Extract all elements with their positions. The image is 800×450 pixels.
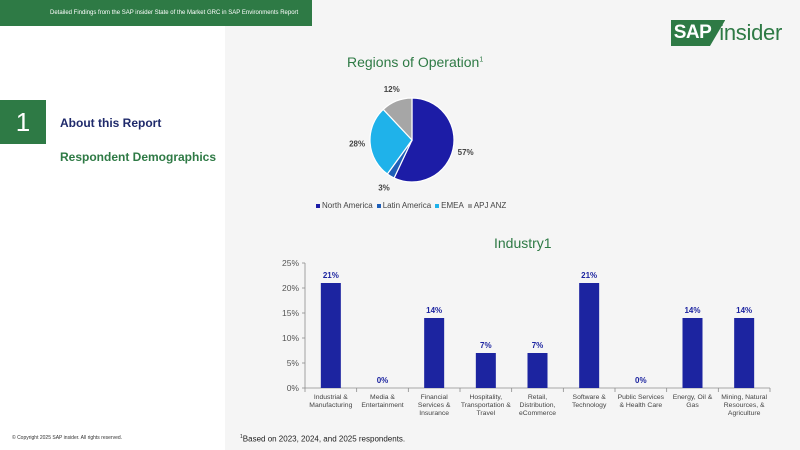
x-category-label: Public Services [618, 394, 665, 401]
legend-label: Latin America [382, 201, 432, 210]
x-category-label: Technology [572, 402, 607, 409]
y-tick-label: 0% [287, 383, 300, 393]
y-tick-label: 10% [282, 333, 299, 343]
pie-legend: North America Latin America EMEA APJ ANZ [316, 201, 506, 210]
bar [734, 318, 755, 388]
bar [320, 283, 341, 388]
legend-swatch [467, 203, 472, 208]
pie-data-label: 28% [349, 139, 365, 148]
sapinsider-logo: SAP insider [670, 20, 782, 46]
logo-insider-text: insider [719, 20, 782, 45]
bar-value-label: 14% [426, 306, 442, 315]
legend-swatch [316, 203, 320, 208]
legend-swatch [376, 203, 381, 208]
section-subtitle: Respondent Demographics [60, 150, 217, 164]
pie-data-label: 57% [458, 148, 474, 157]
report-header-bar: Detailed Findings from the SAP insider S… [0, 0, 312, 26]
x-category-label: & Health Care [619, 402, 662, 409]
x-category-label: Mining, Natural [721, 394, 767, 401]
x-category-label: Resources, & [724, 402, 765, 409]
x-category-label: Industrial & [314, 394, 348, 401]
x-category-label: Transportation & [461, 402, 511, 409]
footnote: 1Based on 2023, 2024, and 2025 responden… [240, 434, 406, 444]
x-category-label: eCommerce [519, 410, 556, 417]
pie-slice-emea [369, 108, 413, 175]
report-title: Detailed Findings from the SAP insider S… [50, 10, 299, 16]
y-tick-label: 5% [287, 358, 300, 368]
x-category-label: Distribution, [520, 402, 556, 409]
bar-value-label: 21% [581, 271, 597, 280]
legend-item: APJ ANZ [467, 201, 507, 210]
bar-value-label: 7% [480, 341, 492, 350]
bar [579, 283, 600, 388]
section-title: About this Report [60, 116, 162, 130]
x-category-label: Insurance [419, 410, 449, 417]
bar [475, 353, 496, 388]
legend-swatch [435, 203, 440, 208]
logo-sap-mark: SAP [670, 20, 726, 46]
x-category-label: Software & [573, 394, 607, 401]
x-category-label: Retail, [528, 394, 547, 401]
y-tick-label: 25% [282, 258, 299, 268]
pie-data-label: 3% [378, 183, 390, 192]
x-category-label: Agriculture [728, 410, 761, 417]
x-category-label: Gas [686, 402, 699, 409]
bar-value-label: 0% [635, 376, 647, 385]
bar-value-label: 0% [377, 376, 389, 385]
legend-item: North America [316, 201, 373, 210]
bar [424, 318, 445, 388]
pie-slice-apj-anz [382, 97, 413, 142]
bar-chart-title: Industry1 [494, 235, 552, 251]
y-tick-label: 15% [282, 308, 299, 318]
legend-label: North America [322, 201, 373, 210]
pie-data-label: 12% [384, 85, 400, 94]
x-category-label: Media & [370, 394, 395, 401]
x-category-label: Manufacturing [309, 402, 352, 409]
bar-value-label: 7% [532, 341, 544, 350]
left-panel [0, 0, 225, 450]
y-tick-label: 20% [282, 283, 299, 293]
legend-item: Latin America [376, 201, 432, 210]
bar [527, 353, 548, 388]
bar-value-label: 21% [323, 271, 339, 280]
bar-value-label: 14% [736, 306, 752, 315]
section-number: 1 [0, 100, 46, 144]
x-category-label: Energy, Oil & [673, 394, 713, 401]
x-category-label: Services & [418, 402, 451, 409]
legend-item: EMEA [435, 201, 464, 210]
bar [682, 318, 703, 388]
x-category-label: Financial [421, 394, 449, 401]
pie-chart-title: Regions of Operation1 [347, 54, 484, 70]
copyright: © Copyright 2025 SAP insider. All rights… [12, 435, 123, 441]
pie-slice-north-america [393, 97, 455, 183]
x-category-label: Travel [477, 410, 496, 417]
bar-value-label: 14% [684, 306, 700, 315]
x-category-label: Entertainment [361, 402, 403, 409]
legend-label: APJ ANZ [473, 201, 507, 210]
x-category-label: Hospitality, [469, 394, 502, 401]
legend-label: EMEA [441, 201, 464, 210]
